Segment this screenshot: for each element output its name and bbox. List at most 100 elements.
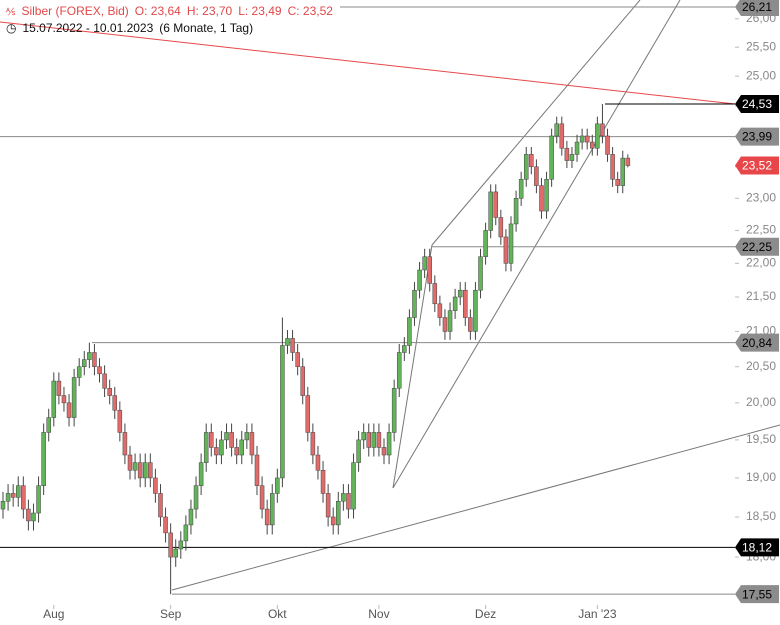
y-tick-label: 22,50 bbox=[746, 223, 776, 237]
icon: ◷ bbox=[6, 21, 17, 35]
level-label: 23,52 bbox=[742, 159, 772, 173]
trendline bbox=[171, 424, 780, 591]
candle-body bbox=[442, 317, 448, 332]
candle-body bbox=[310, 432, 316, 456]
candle-body bbox=[625, 157, 631, 166]
candle-body bbox=[600, 123, 605, 137]
candle-body bbox=[615, 179, 620, 186]
candle-body bbox=[432, 283, 438, 305]
candle-body bbox=[391, 388, 397, 433]
candle-body bbox=[158, 493, 163, 518]
candle-body bbox=[122, 432, 128, 456]
candle-body bbox=[209, 432, 214, 448]
header-title: ⅍ Silber (FOREX, Bid) O: 23,64 H: 23,70 L: 2… bbox=[6, 4, 339, 18]
header-period: ◷ 15.07.2022 - 10.01.2023 (6 Monate, 1 Tag… bbox=[6, 21, 259, 35]
level-tag bbox=[735, 0, 779, 17]
candle-body bbox=[620, 157, 626, 186]
candle-body bbox=[539, 185, 544, 212]
y-tick-label: 22,00 bbox=[746, 256, 776, 270]
level-tag bbox=[735, 127, 779, 146]
y-tick-label: 23,00 bbox=[746, 190, 776, 204]
candle-body bbox=[5, 493, 11, 502]
candle-body bbox=[386, 432, 392, 456]
candle-body bbox=[427, 256, 432, 284]
x-tick-label: Dez bbox=[475, 607, 496, 621]
candle-body bbox=[117, 409, 123, 433]
y-tick-label: 20,50 bbox=[746, 359, 776, 373]
candle-body bbox=[264, 508, 270, 526]
candle-body bbox=[254, 454, 260, 486]
x-tick-label: Okt bbox=[268, 607, 287, 621]
level-tag bbox=[735, 237, 779, 256]
level-label: 26,21 bbox=[742, 0, 772, 14]
candle-body bbox=[361, 432, 366, 441]
candle-body bbox=[473, 289, 478, 332]
candle-body bbox=[244, 432, 250, 441]
candle-body bbox=[219, 439, 224, 456]
candle-body bbox=[325, 493, 331, 518]
candle-body bbox=[148, 462, 153, 479]
candle-body bbox=[203, 432, 209, 463]
candle-body bbox=[529, 154, 534, 168]
candle-body bbox=[300, 366, 305, 396]
candle-body bbox=[341, 493, 346, 502]
candle-body bbox=[513, 198, 519, 225]
candle-body bbox=[437, 303, 443, 318]
period-note: (6 Monate, 1 Tag) bbox=[159, 21, 254, 35]
candle-body bbox=[579, 135, 585, 143]
level-label: 22,25 bbox=[742, 240, 772, 254]
candle-body bbox=[305, 395, 311, 433]
y-tick-label: 19,00 bbox=[746, 470, 776, 484]
candle-body bbox=[153, 477, 158, 494]
y-tick-label: 25,00 bbox=[746, 68, 776, 82]
candle-body bbox=[239, 439, 245, 456]
candle-body bbox=[0, 500, 6, 510]
x-tick-label: Aug bbox=[43, 607, 64, 621]
candle-body bbox=[132, 462, 138, 471]
candle-body bbox=[71, 377, 77, 418]
candle-body bbox=[269, 493, 275, 526]
candle-body bbox=[610, 154, 615, 180]
candle-body bbox=[285, 338, 290, 346]
icon: ⅍ bbox=[6, 7, 16, 18]
candle-body bbox=[193, 485, 199, 510]
level-label: 17,55 bbox=[742, 587, 772, 601]
candle-body bbox=[463, 289, 468, 318]
candle-body bbox=[488, 191, 493, 231]
candle-body bbox=[214, 447, 219, 456]
y-tick-label: 19,50 bbox=[746, 432, 776, 446]
candle-body bbox=[61, 395, 67, 404]
candle-body bbox=[26, 508, 31, 522]
candle-body bbox=[259, 485, 265, 510]
ohlc: L: 23,49 bbox=[238, 4, 282, 18]
candle-body bbox=[569, 154, 575, 161]
candle-body bbox=[97, 366, 102, 375]
candle-body bbox=[447, 310, 453, 332]
candle-body bbox=[31, 512, 36, 522]
candle-body bbox=[590, 141, 595, 149]
candle-body bbox=[92, 352, 97, 367]
candle-body bbox=[412, 289, 417, 318]
channel-line bbox=[431, 0, 641, 246]
candle-body bbox=[127, 454, 133, 471]
candle-body bbox=[112, 395, 118, 411]
candle-body bbox=[508, 223, 514, 264]
candle-body bbox=[422, 256, 427, 271]
candle-body bbox=[523, 154, 529, 180]
level-label: 24,53 bbox=[742, 97, 772, 111]
candle-body bbox=[173, 548, 178, 558]
candle-body bbox=[468, 317, 473, 332]
candle-body bbox=[315, 454, 321, 471]
level-tag bbox=[735, 585, 779, 604]
candle-body bbox=[356, 439, 361, 463]
level-tag bbox=[735, 538, 779, 557]
level-tag bbox=[735, 94, 779, 113]
candle-body bbox=[371, 432, 377, 448]
candle-body bbox=[142, 462, 148, 479]
level-label: 18,12 bbox=[742, 541, 772, 555]
candle-body bbox=[534, 166, 539, 186]
candle-body bbox=[595, 123, 600, 149]
candle-body bbox=[417, 269, 422, 291]
